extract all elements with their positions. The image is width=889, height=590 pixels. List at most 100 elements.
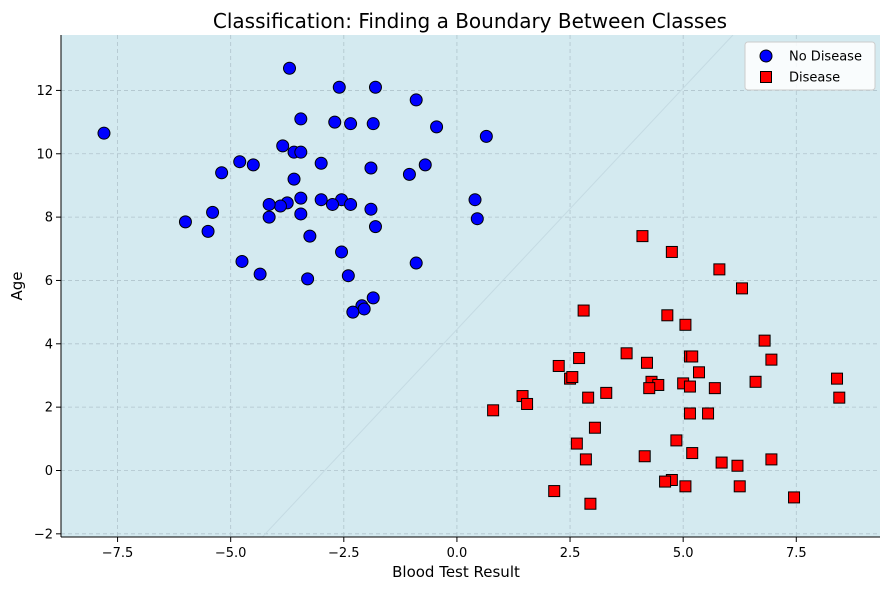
point-no-disease-20 [402, 167, 416, 181]
point-no-disease-27 [262, 197, 276, 211]
point-no-disease-21 [287, 172, 301, 186]
point-disease-7 [758, 334, 771, 347]
point-no-disease-17 [364, 161, 378, 175]
grid [61, 35, 880, 537]
point-no-disease-37 [368, 220, 382, 234]
legend-marker-disease [760, 71, 772, 83]
point-no-disease-35 [470, 212, 484, 226]
x-tick-label-1: −5.0 [215, 546, 247, 561]
point-no-disease-49 [346, 305, 360, 319]
point-disease-37 [686, 447, 699, 460]
legend-label-disease: Disease [789, 71, 840, 86]
y-tick-label-6: 10 [36, 147, 53, 162]
point-no-disease-2 [332, 80, 346, 94]
point-disease-0 [636, 230, 649, 243]
point-disease-38 [638, 450, 651, 463]
point-no-disease-39 [303, 229, 317, 243]
point-disease-33 [702, 407, 715, 420]
point-no-disease-33 [294, 207, 308, 221]
y-tick-label-2: 2 [45, 401, 53, 416]
point-no-disease-18 [418, 158, 432, 172]
point-no-disease-22 [294, 191, 308, 205]
y-axis-label: Age [8, 271, 26, 300]
point-no-disease-6 [328, 115, 342, 129]
x-ticks: −7.5 −5.0 −2.5 0.0 2.5 5.0 7.5 [102, 537, 807, 561]
x-tick-label-0: −7.5 [102, 546, 134, 561]
point-no-disease-44 [341, 269, 355, 283]
point-no-disease-38 [201, 224, 215, 238]
point-disease-44 [659, 475, 672, 488]
point-no-disease-9 [430, 120, 444, 134]
point-no-disease-1 [283, 61, 297, 75]
chart-title: Classification: Finding a Boundary Betwe… [213, 9, 727, 33]
y-tick-label-4: 6 [45, 274, 53, 289]
point-disease-12 [765, 353, 778, 366]
point-disease-4 [577, 304, 590, 317]
point-no-disease-19 [215, 166, 229, 180]
point-disease-6 [679, 318, 692, 331]
point-disease-11 [686, 350, 699, 363]
point-no-disease-13 [294, 145, 308, 159]
point-no-disease-23 [314, 193, 328, 207]
point-disease-46 [733, 480, 746, 493]
point-disease-30 [521, 397, 534, 410]
point-disease-3 [735, 282, 748, 295]
legend-marker-no-disease [759, 49, 773, 63]
point-disease-13 [552, 359, 565, 372]
point-no-disease-40 [335, 245, 349, 259]
point-disease-14 [640, 356, 653, 369]
legend-label-no-disease: No Disease [789, 50, 862, 65]
x-axis-label: Blood Test Result [392, 563, 520, 581]
y-tick-label-0: −2 [34, 527, 53, 542]
point-disease-22 [749, 375, 762, 388]
x-tick-label-6: 7.5 [786, 546, 807, 561]
point-no-disease-34 [262, 210, 276, 224]
decision-boundary-line [261, 35, 734, 537]
point-no-disease-30 [468, 193, 482, 207]
y-tick-label-3: 4 [45, 337, 53, 352]
point-disease-35 [670, 434, 683, 447]
y-tick-label-1: 0 [45, 464, 53, 479]
point-no-disease-41 [235, 254, 249, 268]
point-disease-42 [731, 459, 744, 472]
point-no-disease-26 [273, 199, 287, 213]
point-disease-21 [683, 380, 696, 393]
point-no-disease-31 [364, 202, 378, 216]
point-no-disease-46 [366, 291, 380, 305]
point-disease-31 [487, 404, 500, 417]
point-disease-15 [693, 366, 706, 379]
point-disease-29 [833, 391, 846, 404]
legend: No Disease Disease [744, 41, 876, 91]
point-disease-34 [588, 421, 601, 434]
point-disease-1 [665, 245, 678, 258]
point-disease-2 [713, 263, 726, 276]
point-disease-8 [620, 347, 633, 360]
x-tick-label-3: 0.0 [447, 546, 468, 561]
data-points [97, 61, 846, 510]
point-disease-28 [582, 391, 595, 404]
point-disease-48 [788, 491, 801, 504]
point-no-disease-14 [233, 155, 247, 169]
point-no-disease-45 [301, 272, 315, 286]
point-no-disease-10 [479, 129, 493, 143]
point-disease-5 [661, 309, 674, 322]
point-no-disease-16 [314, 156, 328, 170]
point-no-disease-42 [409, 256, 423, 270]
x-tick-label-4: 2.5 [560, 546, 581, 561]
point-no-disease-5 [294, 112, 308, 126]
point-no-disease-11 [276, 139, 290, 153]
point-disease-41 [765, 453, 778, 466]
point-no-disease-7 [344, 117, 358, 131]
point-no-disease-48 [357, 302, 371, 316]
point-disease-32 [683, 407, 696, 420]
point-disease-9 [573, 352, 586, 365]
x-tick-label-2: −2.5 [328, 546, 360, 561]
y-ticks: −2 0 2 4 6 8 10 12 [34, 84, 61, 542]
point-disease-36 [570, 437, 583, 450]
point-disease-26 [600, 386, 613, 399]
point-no-disease-3 [368, 80, 382, 94]
point-disease-23 [831, 372, 844, 385]
x-tick-label-5: 5.0 [673, 546, 694, 561]
point-no-disease-15 [246, 158, 260, 172]
